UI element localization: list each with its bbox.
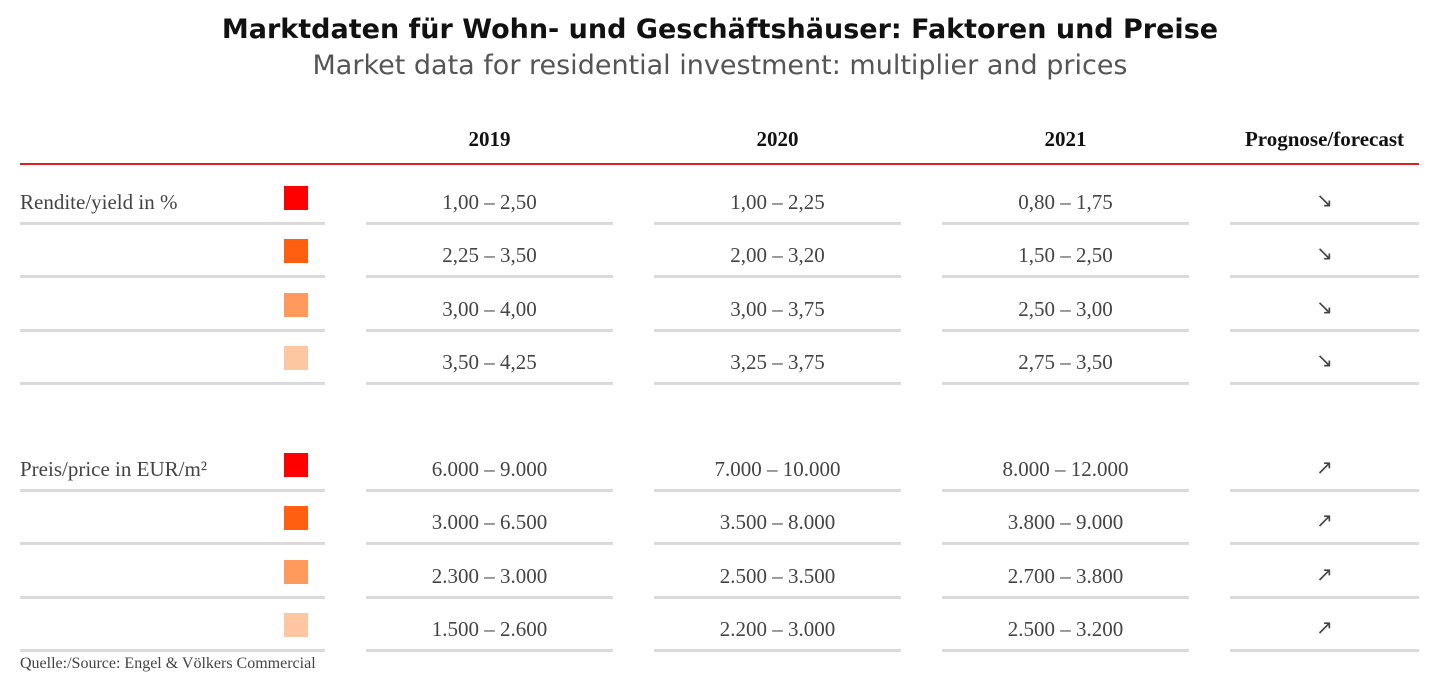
column-header-forecast: Prognose/forecast [1244,127,1405,151]
row-label: Rendite/yield in % [20,190,178,214]
value-2021: 8.000 – 12.000 [1002,457,1129,481]
table-row: 2.300 – 3.000 2.500 – 3.500 2.700 – 3.800 ↗ [0,554,1440,607]
value-2020: 3.500 – 8.000 [719,510,836,535]
value-2019: 1.500 – 2.600 [431,616,548,641]
row-underline [942,489,1189,492]
row-underline [654,595,901,599]
row-underline [366,222,613,225]
value-2019: 2.300 – 3.000 [431,563,548,588]
color-swatch [284,612,308,637]
row-underline [942,275,1189,279]
trend-arrow-icon: ↗ [1316,508,1333,533]
value-2019: 3,00 – 4,00 [442,296,537,321]
row-underline [1230,489,1419,492]
value-2021: 2.700 – 3.800 [1007,563,1124,588]
table-row: 1.500 – 2.600 2.200 – 3.000 2.500 – 3.200 ↗ [0,607,1440,660]
row-underline [942,542,1189,546]
value-2021: 2,75 – 3,50 [1018,349,1113,374]
row-underline [1230,275,1419,279]
value-2021: 3.800 – 9.000 [1007,510,1124,535]
value-2021: 0,80 – 1,75 [1018,190,1113,214]
row-underline-label [20,489,325,492]
row-underline [1230,381,1419,385]
table-row: Preis/price in EUR/m² 6.000 – 9.000 7.000 … [0,447,1440,500]
row-underline [942,222,1189,225]
value-2020: 3,25 – 3,75 [730,349,825,374]
row-underline [366,542,613,546]
color-swatch [284,559,308,584]
value-2020: 7.000 – 10.000 [714,457,841,481]
trend-arrow-icon: ↘ [1316,294,1333,319]
row-underline [1230,648,1419,652]
trend-arrow-icon: ↘ [1316,188,1333,212]
row-underline [366,489,613,492]
row-underline [654,328,901,332]
value-2019: 3,50 – 4,25 [442,349,537,374]
row-underline [654,648,901,652]
column-header-2020: 2020 [756,127,799,151]
header-divider [20,163,1419,165]
trend-arrow-icon: ↘ [1316,241,1333,266]
color-swatch [284,292,308,317]
value-2019: 6.000 – 9.000 [431,457,548,481]
row-underline [366,595,613,599]
trend-arrow-icon: ↗ [1316,455,1333,479]
row-underline [654,275,901,279]
value-2019: 1,00 – 2,50 [442,190,537,214]
column-header-2019: 2019 [468,127,511,151]
row-underline-label [20,222,325,225]
value-2021: 2,50 – 3,00 [1018,296,1113,321]
row-underline-label [20,275,325,279]
row-underline [942,328,1189,332]
row-underline [654,381,901,385]
value-2020: 2.200 – 3.000 [719,616,836,641]
color-swatch [284,345,308,370]
row-underline [942,595,1189,599]
column-header-2021: 2021 [1044,127,1087,151]
row-label: Preis/price in EUR/m² [20,457,208,481]
row-underline-label [20,595,325,599]
row-underline [942,648,1189,652]
row-underline [654,222,901,225]
trend-arrow-icon: ↗ [1316,561,1333,586]
row-underline [654,489,901,492]
color-swatch [284,239,308,264]
row-underline [1230,222,1419,225]
table-row: 3,50 – 4,25 3,25 – 3,75 2,75 – 3,50 ↘ [0,340,1440,393]
table-row: 2,25 – 3,50 2,00 – 3,20 1,50 – 2,50 ↘ [0,233,1440,286]
value-2021: 2.500 – 3.200 [1007,616,1124,641]
page-title: Marktdaten für Wohn- und Geschäftshäuser… [221,14,1219,45]
trend-arrow-icon: ↗ [1316,614,1333,639]
value-2020: 2.500 – 3.500 [719,563,836,588]
row-underline [366,648,613,652]
value-2020: 3,00 – 3,75 [730,296,825,321]
row-underline [366,328,613,332]
row-underline [1230,595,1419,599]
value-2020: 1,00 – 2,25 [730,190,825,214]
row-underline-label [20,381,325,385]
row-underline [366,275,613,279]
row-underline-label [20,328,325,332]
value-2020: 2,00 – 3,20 [730,243,825,268]
row-underline [1230,328,1419,332]
source-note: Quelle:/Source: Engel & Völkers Commerci… [20,655,316,672]
table-row: 3,00 – 4,00 3,00 – 3,75 2,50 – 3,00 ↘ [0,287,1440,340]
row-underline [942,381,1189,385]
trend-arrow-icon: ↘ [1316,347,1333,372]
table-row: Rendite/yield in % 1,00 – 2,50 1,00 – 2,25… [0,180,1440,233]
table-row: 3.000 – 6.500 3.500 – 8.000 3.800 – 9.000 ↗ [0,500,1440,553]
row-underline [1230,542,1419,546]
row-underline-label [20,648,325,652]
row-underline [366,381,613,385]
color-swatch [284,506,308,531]
value-2019: 2,25 – 3,50 [442,243,537,268]
color-swatch [284,453,308,477]
row-underline-label [20,542,325,546]
value-2019: 3.000 – 6.500 [431,510,548,535]
color-swatch [284,186,308,210]
page-subtitle: Market data for residential investment: … [312,50,1128,81]
value-2021: 1,50 – 2,50 [1018,243,1113,268]
row-underline [654,542,901,546]
